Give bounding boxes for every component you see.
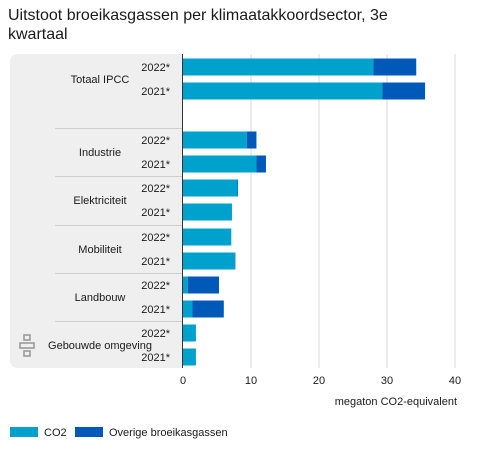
bar-segment-co2 [183,300,193,318]
year-label: 2021* [141,207,170,219]
grid [250,54,456,368]
x-tick-label-30: 30 [381,375,393,387]
chart-title-line-1: Uitstoot broeikasgassen per klimaatakkoo… [8,7,388,24]
x-tick-label-40: 40 [449,375,461,387]
group-label: Gebouwde omgeving [48,340,152,352]
year-label: 2021* [141,352,170,364]
x-axis-ticks: 0 10 20 30 40 [180,375,461,387]
group-separators [55,128,182,322]
bar-segment-co2 [183,155,257,173]
bar-segment-overige [246,131,257,149]
year-label: 2021* [141,86,170,98]
bar-segment-overige [382,82,426,100]
group-label: Industrie [79,147,121,159]
bar-segment-overige [373,58,417,76]
bar-segment-co2 [183,276,188,294]
year-label: 2022* [141,135,170,147]
year-label: 2022* [141,232,170,244]
x-tick-label-10: 10 [245,375,257,387]
legend-label-co2: CO2 [44,427,67,439]
bar-segment-overige [237,179,239,197]
year-label: 2021* [141,256,170,268]
year-label: 2022* [141,328,170,340]
group-label: Totaal IPCC [71,74,130,86]
bar-segment-co2 [183,179,238,197]
bar-segment-co2 [183,228,232,246]
year-label: 2022* [141,62,170,74]
x-axis-label: megaton CO2-equivalent [335,396,457,408]
bar-segment-co2 [183,203,232,221]
year-label: 2022* [141,280,170,292]
bar-segment-overige [234,252,236,270]
year-label: 2021* [141,304,170,316]
group-label: Elektriciteit [73,195,126,207]
bar-segment-co2 [183,324,196,342]
x-tick-label-0: 0 [180,375,186,387]
bar-segment-overige [187,276,220,294]
bar-segment-co2 [183,82,383,100]
row-labels: Totaal IPCC 2022* 2021* Industrie 2022* 2021*… [48,62,171,364]
bars [183,58,426,366]
bar-segment-co2 [183,58,374,76]
legend-swatch-co2 [10,427,38,437]
chart-title-line-2: kwartaal [8,26,68,43]
x-tick-label-20: 20 [313,375,325,387]
year-label: 2022* [141,183,170,195]
bar-segment-co2 [183,348,196,366]
group-label: Mobiliteit [78,244,121,256]
bar-segment-co2 [183,131,247,149]
label-panel [10,54,182,368]
legend-swatch-overige [75,427,103,437]
bar-segment-co2 [183,252,235,270]
bar-segment-overige [192,300,224,318]
bar-segment-overige [256,155,266,173]
cbs-logo-icon [19,334,35,357]
year-label: 2021* [141,159,170,171]
group-label: Landbouw [75,292,126,304]
legend-label-overige: Overige broeikasgassen [109,427,228,439]
